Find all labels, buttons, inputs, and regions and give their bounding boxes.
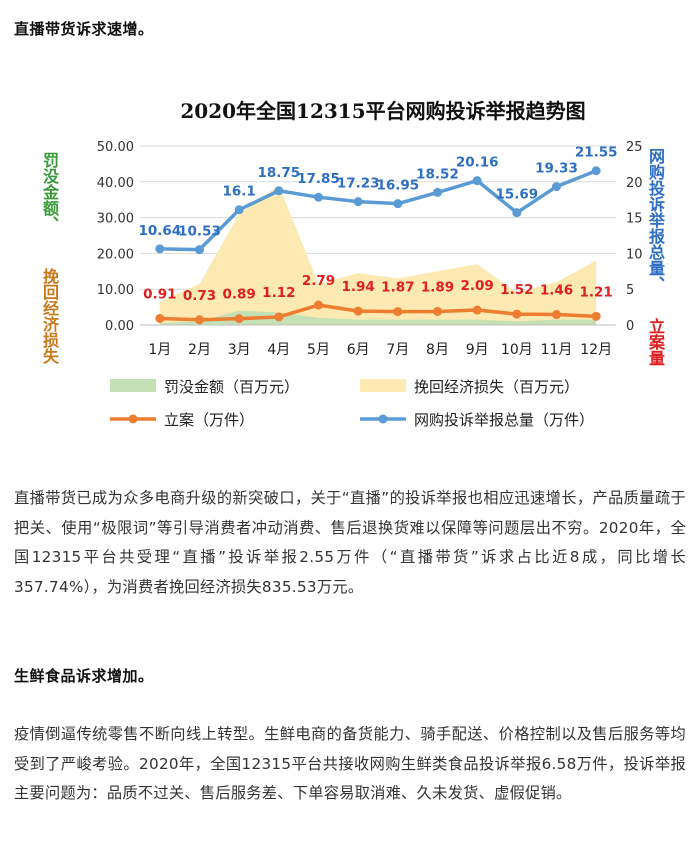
- y-right-tick-label: 0: [626, 319, 634, 334]
- data-point: [234, 314, 244, 324]
- legend-label: 立案（万件）: [164, 411, 254, 429]
- data-point: [512, 208, 522, 218]
- data-point: [195, 315, 204, 325]
- chart-title: 2020年全国12315平台网购投诉举报趋势图: [180, 99, 585, 123]
- area-series-2: [159, 310, 597, 325]
- y-left-tick-label: 30.00: [97, 212, 134, 227]
- left-axis-label-recovered: 挽回经济损失: [40, 268, 59, 364]
- data-point: [155, 244, 165, 254]
- data-point: [274, 312, 284, 322]
- x-tick-label: 1月: [148, 342, 171, 358]
- y-right-tick-label: 15: [626, 212, 643, 227]
- y-left-tick-label: 10.00: [97, 283, 134, 298]
- data-label-cases: 2.79: [302, 273, 335, 289]
- y-right-tick-label: 10: [626, 247, 643, 262]
- x-tick-label: 4月: [267, 342, 290, 358]
- data-point: [314, 300, 323, 310]
- data-label-total: 18.75: [257, 165, 300, 181]
- y-left-tick-label: 50.00: [97, 140, 134, 155]
- y-right-tick-label: 5: [626, 283, 634, 298]
- x-tick-label: 5月: [307, 342, 330, 358]
- line-series-2: [159, 169, 597, 252]
- data-label-cases: 1.89: [421, 279, 454, 295]
- data-point: [393, 199, 403, 209]
- x-tick-label: 12月: [580, 342, 612, 358]
- data-label-total: 18.52: [416, 166, 459, 182]
- data-label-cases: 2.09: [461, 278, 494, 294]
- y-left-tick-label: 20.00: [97, 247, 134, 262]
- section-heading-fresh-food: 生鲜食品诉求增加。: [14, 667, 154, 685]
- data-point: [512, 309, 522, 319]
- data-label-cases: 1.94: [342, 279, 375, 295]
- left-axis-label-penalty: 罚没金额、: [40, 152, 59, 232]
- line-series-1: [159, 303, 597, 322]
- data-point: [353, 197, 363, 207]
- data-label-cases: 0.89: [223, 287, 256, 303]
- x-tick-label: 9月: [466, 342, 489, 358]
- legend-marker: [128, 414, 138, 424]
- x-tick-label: 8月: [426, 342, 449, 358]
- x-tick-label: 10月: [501, 342, 533, 358]
- x-tick-label: 3月: [228, 342, 251, 358]
- data-label-cases: 1.21: [580, 284, 613, 300]
- data-point: [353, 306, 363, 316]
- data-label-cases: 1.46: [540, 283, 573, 299]
- data-point: [393, 307, 403, 317]
- data-point: [472, 305, 482, 315]
- data-point: [155, 313, 165, 323]
- data-label-total: 15.69: [495, 187, 538, 203]
- data-label-total: 19.33: [535, 161, 578, 177]
- paragraph-livestream: 直播带货已成为众多电商升级的新突破口，关于“直播”的投诉举报也相应迅速增长，产品…: [14, 489, 686, 596]
- data-label-total: 16.1: [223, 184, 256, 200]
- x-tick-label: 6月: [347, 342, 370, 358]
- right-axis-label-cases: 立案量: [646, 318, 665, 366]
- legend-label: 挽回经济损失（百万元）: [414, 378, 579, 396]
- legend-swatch: [110, 379, 156, 392]
- data-point: [591, 311, 601, 321]
- chart-svg: 2020年全国12315平台网购投诉举报趋势图 0.00 10.00 20.00 30.…: [97, 99, 643, 429]
- data-label-total: 20.16: [456, 155, 499, 171]
- data-point: [552, 310, 561, 320]
- y-left-tick-label: 40.00: [97, 176, 134, 191]
- data-point: [552, 182, 561, 192]
- data-label-cases: 1.52: [500, 282, 533, 298]
- data-point: [195, 245, 204, 255]
- data-point: [472, 176, 482, 186]
- section-heading-livestream: 直播带货诉求速增。: [14, 20, 154, 38]
- data-label-total: 10.64: [138, 223, 181, 239]
- area-series-1: [159, 185, 597, 325]
- data-point: [234, 205, 244, 215]
- data-label-total: 16.95: [376, 178, 419, 194]
- data-point: [433, 306, 442, 316]
- x-tick-label: 2月: [188, 342, 211, 358]
- x-tick-label: 11月: [541, 342, 573, 358]
- y-right-tick-label: 25: [626, 140, 643, 155]
- paragraph-fresh-food: 疫情倒逼传统零售不断向线上转型。生鲜电商的备货能力、骑手配送、价格控制以及售后服…: [14, 725, 686, 802]
- y-left-tick-label: 0.00: [105, 319, 134, 334]
- data-label-cases: 0.73: [183, 288, 216, 304]
- data-point: [433, 187, 442, 197]
- trend-chart: 2020年全国12315平台网购投诉举报趋势图 0.00 10.00 20.00 30.…: [92, 72, 674, 444]
- legend-swatch: [360, 379, 406, 392]
- data-label-cases: 0.91: [143, 286, 176, 302]
- data-label-cases: 1.87: [381, 280, 414, 296]
- legend-label: 网购投诉举报总量（万件）: [414, 411, 594, 429]
- data-point: [314, 192, 323, 202]
- legend-marker: [378, 414, 388, 424]
- data-label-total: 17.85: [297, 171, 340, 187]
- data-label-total: 21.55: [575, 145, 618, 161]
- data-point: [274, 186, 284, 196]
- data-point: [591, 166, 601, 176]
- legend-label: 罚没金额（百万元）: [164, 378, 299, 396]
- y-right-tick-label: 20: [626, 176, 643, 191]
- data-label-total: 17.23: [337, 176, 380, 192]
- data-label-cases: 1.12: [262, 285, 295, 301]
- x-tick-label: 7月: [386, 342, 409, 358]
- right-axis-label-total: 网购投诉举报总量、: [646, 148, 665, 292]
- data-label-total: 10.53: [178, 224, 221, 240]
